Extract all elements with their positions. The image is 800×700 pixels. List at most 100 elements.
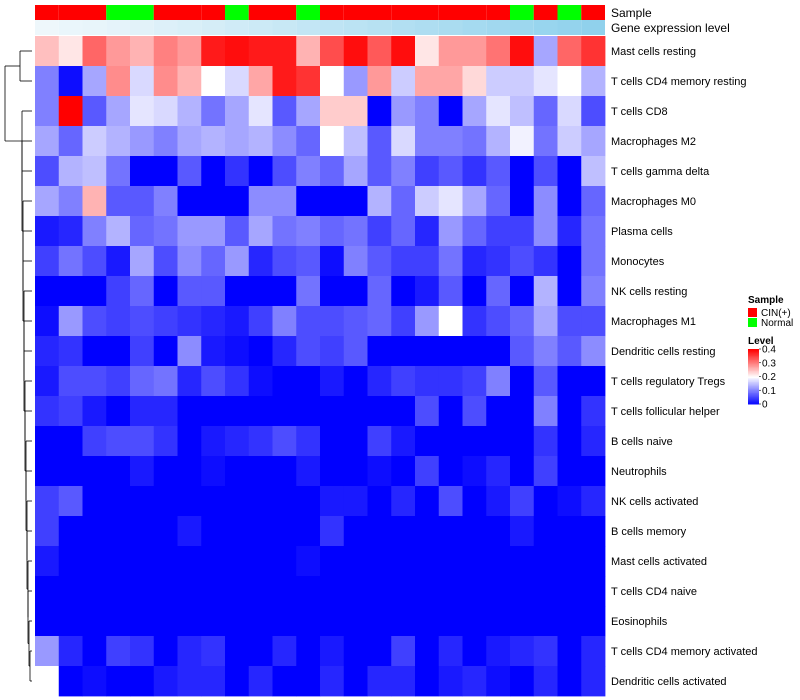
heatmap-cell xyxy=(248,336,273,367)
expression-annotation-cell xyxy=(367,20,392,35)
sample-annotation-cell xyxy=(177,5,202,20)
heatmap-cell xyxy=(58,276,83,307)
legend-sample-title: Sample xyxy=(748,295,784,306)
heatmap-cell xyxy=(201,216,226,247)
colorbar-segment xyxy=(748,384,759,387)
heatmap-cell xyxy=(296,246,321,277)
heatmap-cell xyxy=(130,546,155,577)
colorbar-segment xyxy=(748,350,759,353)
heatmap-cell xyxy=(462,126,487,157)
row-label: Macrophages M2 xyxy=(611,136,696,148)
heatmap-cell xyxy=(130,606,155,637)
heatmap-cell xyxy=(510,426,535,457)
heatmap-cell xyxy=(106,276,131,307)
heatmap-cell xyxy=(320,306,345,337)
colorbar-segment xyxy=(748,380,759,383)
row-label: T cells regulatory Tregs xyxy=(611,376,726,388)
sample-annotation-cell xyxy=(35,5,59,20)
heatmap-cell xyxy=(82,36,107,67)
heatmap-cell xyxy=(367,36,392,67)
heatmap-cell xyxy=(415,306,440,337)
heatmap-cell xyxy=(201,186,226,217)
heatmap-cell xyxy=(177,516,202,547)
heatmap-cell xyxy=(367,456,392,487)
heatmap-cell xyxy=(462,636,487,667)
heatmap-cell xyxy=(510,216,535,247)
heatmap-cell xyxy=(177,306,202,337)
heatmap-cell xyxy=(510,186,535,217)
heatmap-cell xyxy=(153,246,178,277)
heatmap-cell xyxy=(533,666,558,697)
heatmap-cell xyxy=(510,516,535,547)
heatmap-cell xyxy=(320,216,345,247)
heatmap-cell xyxy=(58,246,83,277)
heatmap-cell xyxy=(225,576,250,607)
heatmap-cell xyxy=(201,156,226,187)
heatmap-cell xyxy=(367,246,392,277)
heatmap-cell xyxy=(320,456,345,487)
heatmap-cell xyxy=(343,576,368,607)
row-label: B cells memory xyxy=(611,526,687,538)
heatmap-cell xyxy=(343,96,368,127)
heatmap-cell xyxy=(177,96,202,127)
heatmap-cell xyxy=(320,336,345,367)
heatmap-cell xyxy=(272,126,297,157)
heatmap-cell xyxy=(533,216,558,247)
heatmap-cell xyxy=(130,516,155,547)
heatmap-cell xyxy=(533,486,558,517)
heatmap-cell xyxy=(367,486,392,517)
legend-cin-swatch xyxy=(748,308,757,317)
heatmap-cell xyxy=(415,666,440,697)
heatmap-cell xyxy=(486,96,511,127)
heatmap-cell xyxy=(201,516,226,547)
heatmap-cell xyxy=(367,426,392,457)
heatmap-cell xyxy=(106,666,131,697)
sample-annotation-cell xyxy=(106,5,130,20)
heatmap-cell xyxy=(130,66,155,97)
colorbar-tick-label: 0.4 xyxy=(762,345,776,356)
heatmap-cell xyxy=(581,666,606,697)
heatmap-cell xyxy=(201,546,226,577)
heatmap-cell xyxy=(391,666,416,697)
heatmap-cell xyxy=(296,156,321,187)
heatmap-cell xyxy=(296,336,321,367)
heatmap-cell xyxy=(296,456,321,487)
heatmap-cell xyxy=(153,126,178,157)
expression-annotation-cell xyxy=(533,20,558,35)
heatmap-cell xyxy=(248,516,273,547)
heatmap-cell xyxy=(248,36,273,67)
heatmap-cell xyxy=(177,606,202,637)
heatmap-cell xyxy=(533,426,558,457)
heatmap-cell xyxy=(130,636,155,667)
heatmap-cell xyxy=(201,96,226,127)
heatmap-cell xyxy=(58,576,83,607)
sample-annotation-cell xyxy=(581,5,605,20)
heatmap-cell xyxy=(58,306,83,337)
heatmap-cell xyxy=(130,36,155,67)
heatmap-cell xyxy=(486,456,511,487)
heatmap-cell xyxy=(177,366,202,397)
heatmap-cell xyxy=(438,306,463,337)
heatmap-cell xyxy=(225,336,250,367)
heatmap-cell xyxy=(415,576,440,607)
heatmap-cell xyxy=(35,216,60,247)
row-label: Mast cells resting xyxy=(611,46,696,58)
heatmap-cell xyxy=(581,516,606,547)
heatmap-cell xyxy=(438,546,463,577)
heatmap-cell xyxy=(58,516,83,547)
heatmap-cell xyxy=(343,636,368,667)
heatmap-cell xyxy=(438,246,463,277)
heatmap-cell xyxy=(486,606,511,637)
heatmap-cell xyxy=(486,36,511,67)
sample-annotation-cell xyxy=(153,5,178,20)
heatmap-cell xyxy=(106,426,131,457)
heatmap-cell xyxy=(35,516,60,547)
heatmap-cell xyxy=(248,246,273,277)
heatmap-cell xyxy=(391,516,416,547)
heatmap-cell xyxy=(510,366,535,397)
heatmap-cell xyxy=(201,336,226,367)
heatmap-cell xyxy=(462,306,487,337)
heatmap-cells xyxy=(35,36,606,697)
heatmap-cell xyxy=(58,486,83,517)
heatmap-cell xyxy=(438,606,463,637)
